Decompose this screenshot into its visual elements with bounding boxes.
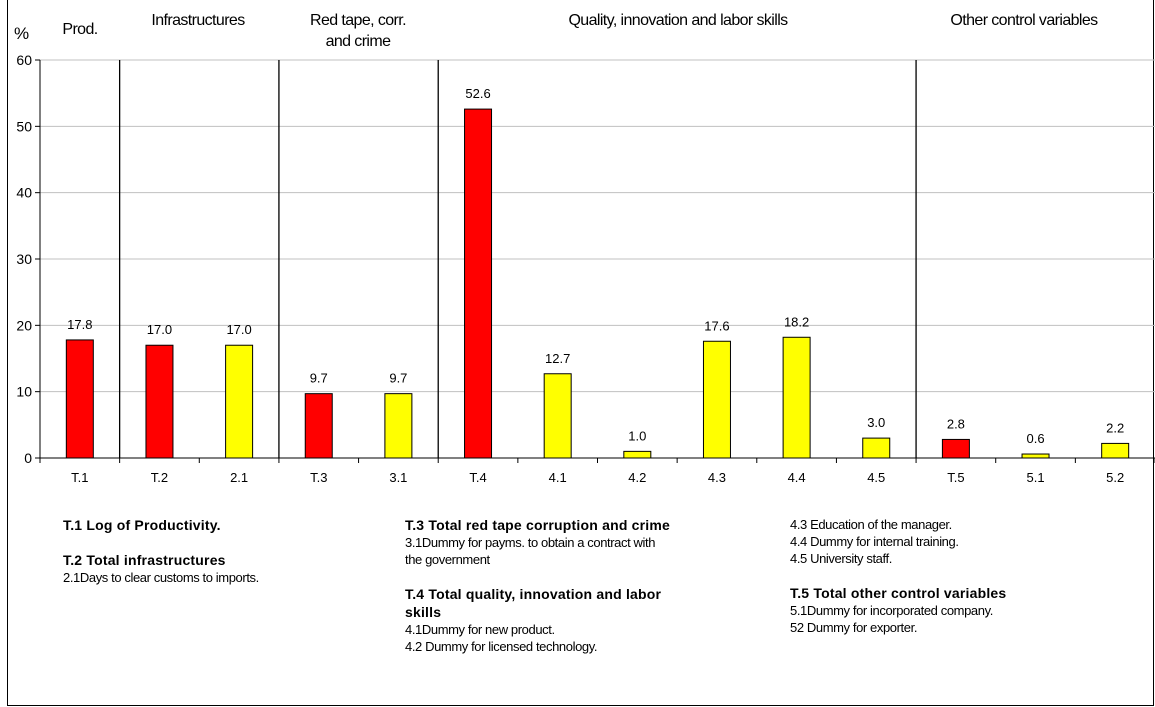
bar	[65, 339, 94, 459]
x-tick-label: T.2	[151, 470, 168, 485]
note-t4-heading-line1: T.4 Total quality, innovation and labor	[405, 586, 662, 602]
y-tick-label: 50	[16, 118, 32, 134]
bar	[782, 336, 811, 459]
note-t3-heading: T.3 Total red tape corruption and crime	[405, 517, 671, 533]
section-header-red-tape-line2: and crime	[325, 33, 391, 50]
x-tick-label: 3.1	[389, 470, 407, 485]
bar	[862, 437, 891, 459]
bar-value-label: 2.8	[947, 416, 965, 431]
notes-column-1: T.1 Log of Productivity. T.2 Total infra…	[63, 516, 383, 586]
bar	[543, 373, 572, 459]
note-item-4-5: 4.5 University staff.	[790, 551, 892, 566]
note-item-4-3: 4.3 Education of the manager.	[790, 517, 952, 532]
y-tick-label: 40	[16, 185, 32, 201]
section-header-prod-text: Prod.	[62, 21, 98, 38]
figure-frame	[7, 0, 1154, 706]
notes-column-2: T.3 Total red tape corruption and crime …	[405, 516, 765, 655]
note-t1-heading: T.1 Log of Productivity.	[63, 517, 221, 533]
note-item-2-1: 2.1Days to clear customs to imports.	[63, 570, 259, 585]
x-tick-label: 4.4	[788, 470, 806, 485]
section-header-other-text: Other control variables	[950, 12, 1098, 29]
bar-value-label: 18.2	[784, 314, 809, 329]
section-header-prod: Prod.	[40, 19, 120, 40]
note-item-3-1-line2: the government	[405, 552, 490, 567]
x-tick-label: 4.5	[867, 470, 885, 485]
bar-value-label: 17.0	[147, 322, 172, 337]
bar-value-label: 17.8	[67, 317, 92, 332]
bar	[941, 438, 970, 459]
notes-column-3: 4.3 Education of the manager. 4.4 Dummy …	[790, 516, 1130, 636]
bar-value-label: 3.0	[867, 415, 885, 430]
bar-value-label: 12.7	[545, 351, 570, 366]
section-header-other: Other control variables	[916, 10, 1132, 31]
bar-value-label: 17.0	[226, 322, 251, 337]
y-tick-label: 0	[24, 450, 32, 466]
x-tick-label: T.3	[310, 470, 327, 485]
bar	[702, 340, 731, 459]
section-header-red-tape-line1: Red tape, corr.	[310, 12, 407, 29]
bar	[225, 344, 254, 459]
note-t4-heading-line2: skills	[405, 604, 442, 620]
section-header-quality-text: Quality, innovation and labor skills	[568, 12, 788, 29]
note-item-4-1: 4.1Dummy for new product.	[405, 622, 555, 637]
bar-chart: 0 10 20 30 40 50 60 T.1 T.2 2.1 T.3 3.1 T.4 4.1 4.2 4.…	[14, 24, 1155, 485]
bar-value-label: 0.6	[1026, 431, 1044, 446]
x-tick-label: 4.1	[549, 470, 567, 485]
y-tick-label: 20	[16, 317, 32, 333]
bar	[464, 108, 493, 459]
x-tick-label: 5.2	[1106, 470, 1124, 485]
y-axis-unit: %	[14, 24, 29, 43]
bar-value-label: 2.2	[1106, 420, 1124, 435]
y-tick-label: 10	[16, 384, 32, 400]
section-header-quality: Quality, innovation and labor skills	[440, 10, 916, 31]
bar	[145, 344, 174, 459]
note-t2-heading: T.2 Total infrastructures	[63, 552, 226, 568]
x-tick-label: T.4	[469, 470, 486, 485]
x-tick-label: 4.2	[628, 470, 646, 485]
note-t5-heading: T.5 Total other control variables	[790, 585, 1007, 601]
note-item-3-1-line1: 3.1Dummy for payms. to obtain a contract…	[405, 535, 656, 550]
note-item-4-4: 4.4 Dummy for internal training.	[790, 534, 959, 549]
bar-value-label: 52.6	[465, 86, 490, 101]
bar	[304, 393, 333, 459]
y-tick-label: 30	[16, 251, 32, 267]
section-header-infrastructures: Infrastructures	[120, 10, 276, 31]
x-tick-label: T.5	[947, 470, 964, 485]
section-header-infrastructures-text: Infrastructures	[151, 12, 245, 29]
note-item-4-2: 4.2 Dummy for licensed technology.	[405, 639, 598, 654]
bar	[1101, 442, 1130, 459]
note-item-5-1: 5.1Dummy for incorporated company.	[790, 603, 993, 618]
x-tick-label: 4.3	[708, 470, 726, 485]
bar-value-label: 9.7	[310, 371, 328, 386]
bar-value-label: 17.6	[704, 318, 729, 333]
bar-value-label: 1.0	[628, 428, 646, 443]
bar	[623, 450, 652, 459]
note-item-5-2: 52 Dummy for exporter.	[790, 620, 918, 635]
x-tick-label: 5.1	[1026, 470, 1044, 485]
x-tick-label: 2.1	[230, 470, 248, 485]
bar	[384, 393, 413, 459]
x-tick-label: T.1	[71, 470, 88, 485]
y-tick-label: 60	[16, 52, 32, 68]
section-header-red-tape: Red tape, corr. and crime	[276, 10, 440, 52]
bar	[1021, 453, 1050, 459]
bar-value-label: 9.7	[389, 371, 407, 386]
